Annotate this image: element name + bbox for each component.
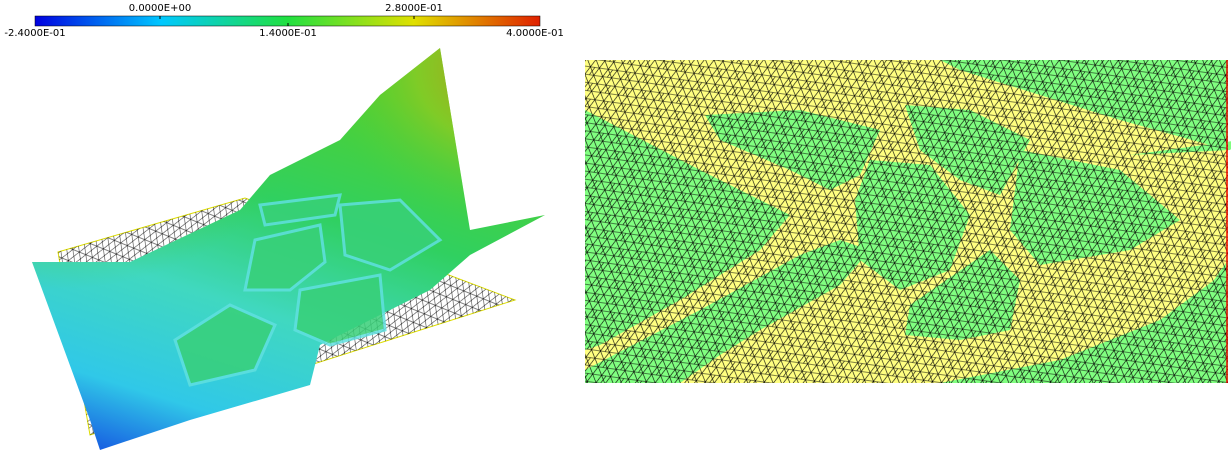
colorbar-ticks xyxy=(159,16,415,26)
colorbar-label: -2.4000E-01 xyxy=(4,28,65,39)
colorbar-label: 4.0000E-01 xyxy=(506,28,564,39)
colorbar-label: 1.4000E-01 xyxy=(259,28,317,39)
colorbar-label: 2.8000E-01 xyxy=(385,3,443,14)
mesh-view xyxy=(585,60,1231,383)
surface-view xyxy=(32,48,545,450)
colorbar-label: 0.0000E+00 xyxy=(129,3,191,14)
